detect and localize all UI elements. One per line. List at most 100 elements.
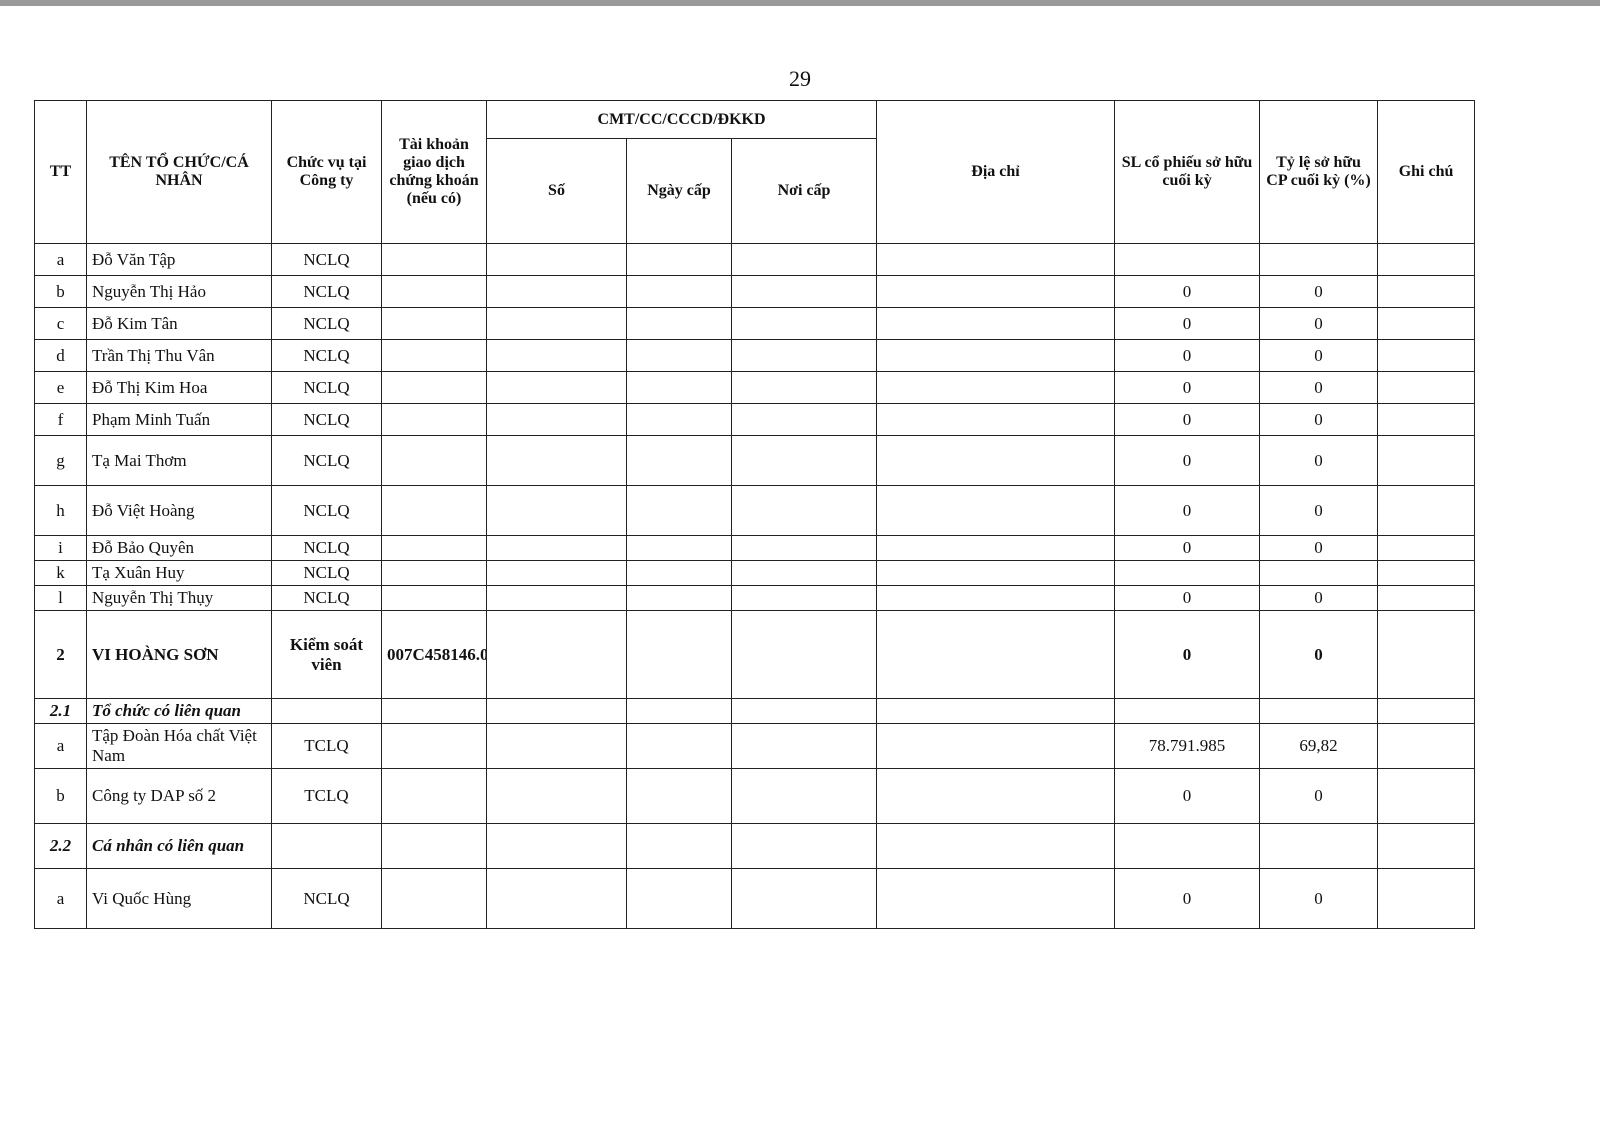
- cell-id-date: [626, 403, 732, 436]
- cell-id-no: [486, 723, 627, 769]
- cell-id-date: [626, 307, 732, 340]
- cell-name: Công ty DAP số 2: [86, 768, 272, 824]
- cell-id-date: [626, 371, 732, 404]
- cell-shares: [1114, 243, 1261, 276]
- cell-id-place: [730, 535, 878, 561]
- cell-account: [381, 371, 487, 404]
- cell-ratio: 0: [1259, 535, 1379, 561]
- header-cell: Chức vụ tại Công ty: [271, 100, 382, 244]
- cell-name: Đỗ Thị Kim Hoa: [86, 371, 272, 404]
- cell-tt: d: [34, 339, 87, 372]
- cell-address: [876, 585, 1116, 611]
- cell-account: [381, 307, 487, 340]
- cell-account: [381, 339, 487, 372]
- table-row: a Đỗ Văn Tập NCLQ: [34, 243, 1476, 276]
- cell-address: [876, 435, 1116, 486]
- cell-id-no: [486, 585, 627, 611]
- cell-role: NCLQ: [271, 275, 382, 308]
- cell-tt: f: [34, 403, 87, 436]
- cell-id-place: [730, 768, 878, 824]
- cell-address: [876, 823, 1116, 869]
- cell-tt: h: [34, 485, 87, 536]
- cell-note: [1377, 868, 1476, 929]
- page-number: 29: [789, 66, 811, 91]
- cell-id-place: [730, 371, 878, 404]
- cell-id-no: [486, 823, 627, 869]
- cell-shares: [1114, 560, 1261, 586]
- cell-id-date: [626, 275, 732, 308]
- cell-tt: k: [34, 560, 87, 586]
- cell-id-place: [730, 823, 878, 869]
- cell-address: [876, 560, 1116, 586]
- cell-id-no: [486, 768, 627, 824]
- cell-ratio: 0: [1259, 403, 1379, 436]
- cell-role: NCLQ: [271, 435, 382, 486]
- cell-tt: l: [34, 585, 87, 611]
- cell-ratio: [1259, 560, 1379, 586]
- cell-role: [271, 698, 382, 724]
- cell-id-date: [626, 485, 732, 536]
- cell-tt: a: [34, 868, 87, 929]
- cell-id-no: [486, 868, 627, 929]
- cell-tt: a: [34, 243, 87, 276]
- cell-address: [876, 768, 1116, 824]
- cell-id-place: [730, 868, 878, 929]
- cell-account: [381, 535, 487, 561]
- cell-shares: [1114, 698, 1261, 724]
- cell-id-no: [486, 560, 627, 586]
- cell-id-no: [486, 403, 627, 436]
- cell-id-date: [626, 868, 732, 929]
- table-body: a Đỗ Văn Tập NCLQ b Nguyễn Thị Hảo NCLQ 0 0 c Đỗ …: [34, 243, 1476, 929]
- cell-id-date: [626, 768, 732, 824]
- table-row: 2 VI HOÀNG SƠN Kiểm soát viên 007C458146.01…: [34, 610, 1476, 699]
- table-row: 2.2 Cá nhân có liên quan: [34, 823, 1476, 869]
- cell-role: NCLQ: [271, 403, 382, 436]
- cell-address: [876, 243, 1116, 276]
- table-row: h Đỗ Việt Hoàng NCLQ 0 0: [34, 485, 1476, 536]
- cell-id-date: [626, 723, 732, 769]
- cell-address: [876, 723, 1116, 769]
- cell-id-date: [626, 435, 732, 486]
- cell-ratio: 0: [1259, 868, 1379, 929]
- cell-ratio: 0: [1259, 435, 1379, 486]
- header-cell: Địa chỉ: [876, 100, 1116, 244]
- cell-id-no: [486, 435, 627, 486]
- cell-account: 007C458146.01: [381, 610, 487, 699]
- cell-name: Tập Đoàn Hóa chất Việt Nam: [86, 723, 272, 769]
- cell-id-no: [486, 243, 627, 276]
- cell-shares: 0: [1114, 403, 1261, 436]
- cell-name: Đỗ Kim Tân: [86, 307, 272, 340]
- header-cell: CMT/CC/CCCD/ĐKKD: [485, 100, 878, 139]
- cell-tt: 2.1: [34, 698, 87, 724]
- cell-role: TCLQ: [271, 768, 382, 824]
- cell-note: [1377, 723, 1476, 769]
- shareholder-table: TT TÊN TỔ CHỨC/CÁ NHÂN Chức vụ tại Công …: [34, 100, 1476, 929]
- cell-role: [271, 823, 382, 869]
- cell-name: Cá nhân có liên quan: [86, 823, 272, 869]
- cell-shares: 0: [1114, 768, 1261, 824]
- cell-name: Tạ Xuân Huy: [86, 560, 272, 586]
- cell-shares: 0: [1114, 307, 1261, 340]
- table-row: g Tạ Mai Thơm NCLQ 0 0: [34, 435, 1476, 486]
- cell-note: [1377, 307, 1476, 340]
- cell-shares: 0: [1114, 435, 1261, 486]
- cell-tt: 2.2: [34, 823, 87, 869]
- table-row: b Nguyễn Thị Hảo NCLQ 0 0: [34, 275, 1476, 308]
- cell-note: [1377, 610, 1476, 699]
- cell-note: [1377, 485, 1476, 536]
- cell-address: [876, 485, 1116, 536]
- cell-tt: c: [34, 307, 87, 340]
- cell-id-date: [626, 610, 732, 699]
- cell-account: [381, 698, 487, 724]
- cell-id-place: [730, 610, 878, 699]
- cell-ratio: [1259, 243, 1379, 276]
- cell-note: [1377, 275, 1476, 308]
- cell-id-no: [486, 610, 627, 699]
- cell-shares: 0: [1114, 535, 1261, 561]
- header-cell: Số: [486, 138, 627, 244]
- header-cell: TT: [34, 100, 87, 244]
- table-row: e Đỗ Thị Kim Hoa NCLQ 0 0: [34, 371, 1476, 404]
- cell-id-date: [626, 560, 732, 586]
- cell-tt: i: [34, 535, 87, 561]
- cell-ratio: 0: [1259, 610, 1379, 699]
